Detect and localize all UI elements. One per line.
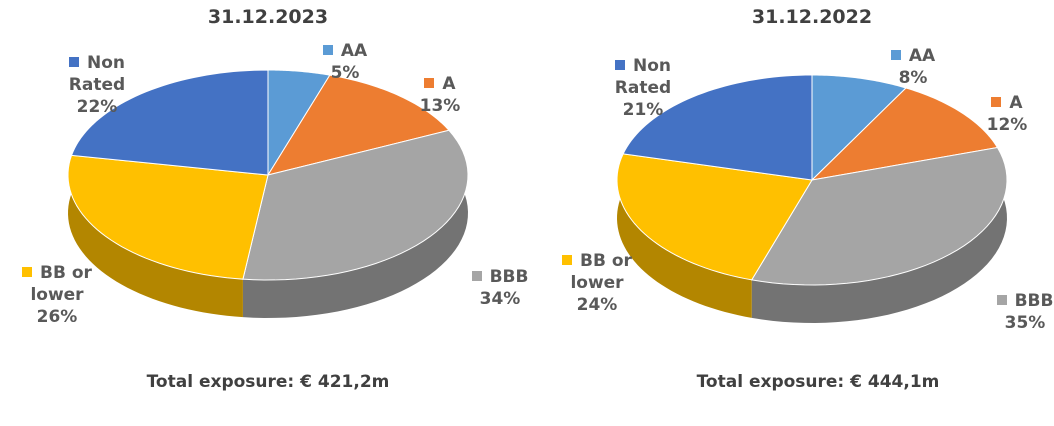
legend-marker bbox=[22, 267, 33, 277]
slice-side bbox=[68, 155, 243, 318]
legend-marker bbox=[890, 50, 901, 60]
category-label: BB or lower bbox=[30, 263, 92, 305]
category-label: BB or lower bbox=[570, 251, 632, 293]
data-label: AA 5% bbox=[300, 40, 390, 84]
slice bbox=[70, 69, 269, 176]
value-label: 35% bbox=[1004, 313, 1046, 333]
legend-marker bbox=[471, 271, 482, 281]
chart-title: 31.12.2022 bbox=[751, 6, 873, 28]
data-label: BBB 35% bbox=[980, 290, 1054, 334]
footer: Total exposure: € 444,1m bbox=[696, 372, 940, 392]
value-label: 34% bbox=[479, 289, 521, 309]
legend-marker bbox=[562, 255, 573, 265]
slice bbox=[67, 154, 269, 280]
slice-side bbox=[751, 147, 1007, 323]
data-label: A 12% bbox=[962, 92, 1052, 136]
data-label: A 13% bbox=[395, 73, 485, 117]
value-label: 22% bbox=[76, 97, 118, 117]
category-label: AA bbox=[340, 41, 368, 61]
slice bbox=[811, 74, 907, 182]
legend-marker bbox=[991, 97, 1002, 107]
slice bbox=[266, 74, 450, 176]
value-label: 26% bbox=[36, 307, 78, 327]
category-label: BBB bbox=[1014, 291, 1054, 311]
legend-marker bbox=[996, 295, 1007, 305]
data-label: BB or lower 26% bbox=[12, 262, 102, 328]
value-label: 21% bbox=[622, 100, 664, 120]
value-label: 13% bbox=[419, 96, 461, 116]
slice-side bbox=[617, 153, 752, 318]
legend-marker bbox=[68, 57, 79, 67]
value-label: 5% bbox=[330, 63, 360, 83]
slice bbox=[750, 146, 1008, 286]
legend-marker bbox=[322, 45, 333, 55]
value-label: 12% bbox=[986, 115, 1028, 135]
data-label: BBB 34% bbox=[455, 266, 545, 310]
category-label: A bbox=[442, 74, 456, 94]
category-label: BBB bbox=[489, 267, 529, 287]
slice bbox=[616, 153, 813, 281]
slice bbox=[622, 74, 813, 181]
slice bbox=[242, 129, 469, 281]
footer: Total exposure: € 421,2m bbox=[146, 372, 390, 392]
chart-title: 31.12.2023 bbox=[207, 6, 329, 28]
slice bbox=[810, 87, 999, 181]
category-label: A bbox=[1009, 93, 1023, 113]
value-label: 24% bbox=[576, 295, 618, 315]
data-label: BB or lower 24% bbox=[552, 250, 642, 316]
slice-side bbox=[242, 130, 468, 318]
data-label: Non Rated 22% bbox=[52, 52, 142, 118]
category-label: Non Rated bbox=[614, 56, 672, 98]
category-label: AA bbox=[908, 46, 936, 66]
legend-marker bbox=[614, 60, 625, 70]
value-label: 8% bbox=[898, 68, 928, 88]
slice bbox=[267, 69, 331, 177]
data-label: AA 8% bbox=[868, 45, 958, 89]
category-label: Non Rated bbox=[68, 53, 126, 95]
legend-marker bbox=[424, 78, 435, 88]
data-label: Non Rated 21% bbox=[598, 55, 688, 121]
